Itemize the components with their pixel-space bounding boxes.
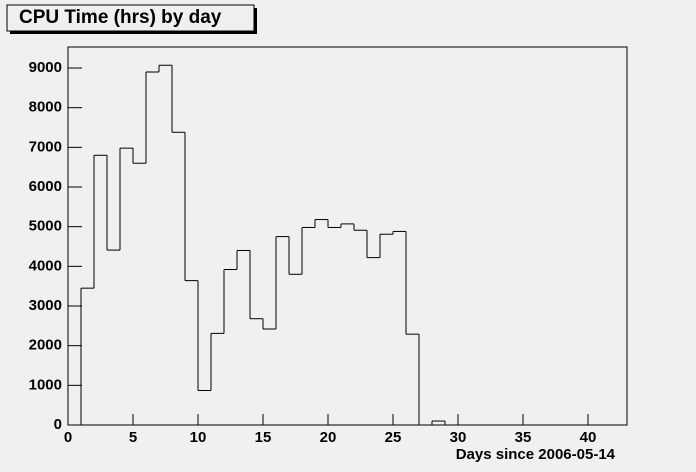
x-tick-label: 30	[450, 429, 467, 446]
y-tick-label: 8000	[29, 99, 62, 116]
y-tick-label: 1000	[29, 376, 62, 393]
y-tick-label: 7000	[29, 138, 62, 155]
y-tick-label: 2000	[29, 337, 62, 354]
plot-frame	[67, 46, 628, 426]
x-tick-label: 15	[255, 429, 272, 446]
x-tick-label: 20	[320, 429, 337, 446]
chart-title: CPU Time (hrs) by day	[19, 7, 222, 28]
title-box	[6, 4, 255, 32]
x-tick-label: 40	[580, 429, 597, 446]
y-tick-label: 0	[54, 416, 62, 433]
y-tick-label: 5000	[29, 218, 62, 235]
x-tick-label: 35	[515, 429, 532, 446]
x-tick-label: 5	[129, 429, 137, 446]
x-tick-label: 10	[190, 429, 207, 446]
y-tick-label: 9000	[29, 59, 62, 76]
y-tick-label: 4000	[29, 257, 62, 274]
y-tick-label: 6000	[29, 178, 62, 195]
x-axis-label: Days since 2006-05-14	[456, 446, 616, 463]
x-tick-label: 0	[64, 429, 72, 446]
x-tick-label: 25	[385, 429, 402, 446]
y-tick-label: 3000	[29, 297, 62, 314]
